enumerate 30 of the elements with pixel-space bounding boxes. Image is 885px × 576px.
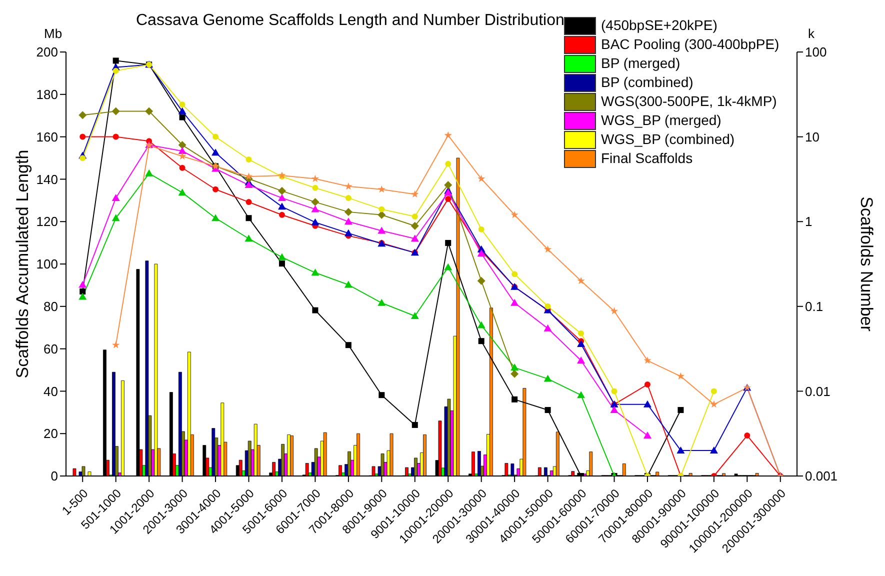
legend-label: WGS(300-500PE, 1k-4kMP) (601, 92, 777, 111)
text: k (808, 26, 814, 41)
y-tick-label: 20 (44, 426, 58, 442)
y-tick-label: 0 (50, 468, 58, 484)
y-tick-label: 60 (44, 341, 58, 356)
y2-tick-label: 10 (805, 129, 820, 144)
y2-axis-title: Scaffolds Number (856, 196, 876, 332)
y2-tick-label: 0.01 (805, 384, 830, 399)
y2-tick-label: 100 (805, 44, 827, 60)
y-tick-label: 140 (36, 172, 58, 187)
legend-label: WGS_BP (merged) (601, 111, 722, 130)
y-tick-label: 80 (44, 299, 58, 314)
y2-tick-label: 0.001 (805, 468, 838, 484)
y-tick-label: 200 (36, 44, 58, 60)
legend-label: (450bpSE+20kPE) (601, 16, 718, 35)
y-axis-title: Scaffolds Accumulated Length (13, 150, 32, 378)
legend-label: WGS_BP (combined) (601, 130, 735, 149)
chart-title: Cassava Genome Scaffolds Length and Number Distribution (136, 12, 564, 30)
y-tick-label: 100 (36, 256, 58, 272)
y-tick-label: 180 (36, 87, 58, 102)
legend-label: Final Scaffolds (601, 149, 693, 168)
legend-label: BAC Pooling (300-400bpPE) (601, 35, 780, 54)
y2-tick-label: 0.1 (805, 299, 824, 314)
legend-label: BP (merged) (601, 54, 680, 73)
y2-tick-label: 1 (805, 214, 812, 230)
legend-label: BP (combined) (601, 73, 694, 92)
text: Mb (44, 26, 62, 41)
y-tick-label: 160 (36, 129, 58, 144)
y-tick-label: 120 (36, 214, 58, 230)
y-tick-label: 40 (44, 384, 58, 399)
